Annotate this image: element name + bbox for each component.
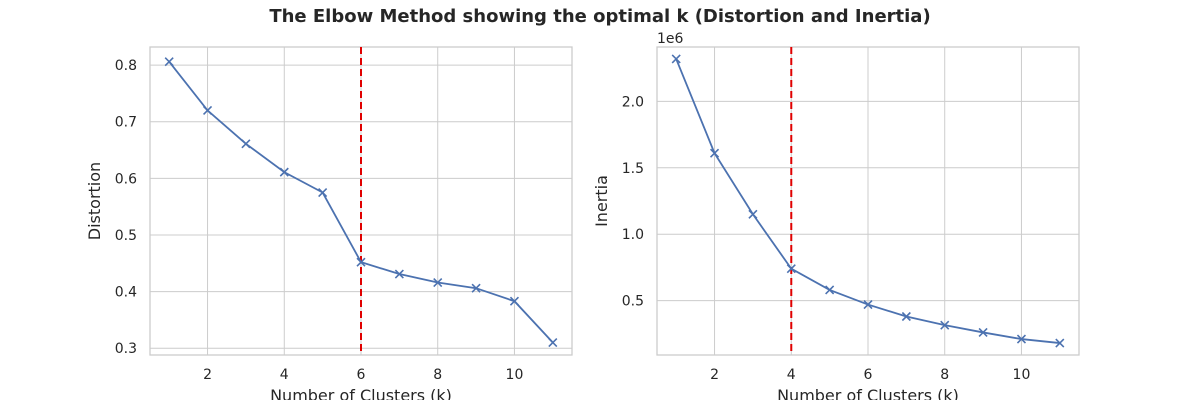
inertia-offset-label: 1e6 (657, 31, 684, 47)
distortion-data-point (241, 139, 251, 149)
distortion-data-point (394, 269, 404, 279)
distortion-x-tick-label: 2 (203, 367, 212, 383)
inertia-data-point (709, 148, 720, 158)
inertia-data-point (978, 327, 988, 337)
distortion-chart: 2 4 6 8 10 0.3 0.4 0.5 0.6 0.7 0.8 Number of Cluste… (85, 46, 573, 400)
distortion-data-point (318, 187, 328, 198)
inertia-data-point (1016, 334, 1027, 344)
distortion-data-point (356, 257, 366, 267)
inertia-y-axis-label: Inertia (592, 175, 611, 227)
distortion-y-tick-label: 0.6 (115, 171, 137, 187)
inertia-data-point (748, 209, 758, 219)
inertia-y-tick-label: 2.0 (622, 94, 644, 110)
distortion-y-tick-label: 0.8 (115, 58, 137, 74)
distortion-y-tick-label: 0.7 (115, 115, 137, 131)
inertia-data-point (825, 285, 835, 295)
distortion-y-tick-label: 0.3 (115, 341, 137, 357)
distortion-y-tick-label: 0.5 (115, 228, 137, 244)
inertia-x-tick-label: 4 (787, 367, 796, 383)
distortion-data-point (548, 337, 558, 348)
charts-group: 2 4 6 8 10 0.3 0.4 0.5 0.6 0.7 0.8 Number of Cluste… (85, 31, 1080, 400)
inertia-x-axis-label: Number of Clusters (k) (777, 386, 959, 400)
inertia-x-tick-label: 10 (1013, 367, 1031, 383)
inertia-x-tick-label: 6 (864, 367, 873, 383)
distortion-x-tick-label: 4 (280, 367, 289, 383)
distortion-data-point (279, 167, 289, 177)
inertia-chart: 2 4 6 8 10 0.5 1.0 1.5 2.0 1e6 Number of Clusters … (592, 31, 1080, 400)
distortion-y-axis-label: Distortion (85, 162, 104, 240)
inertia-data-point (786, 264, 796, 274)
distortion-data-point (202, 105, 213, 115)
inertia-y-tick-label: 0.5 (622, 294, 644, 310)
inertia-y-tick-label: 1.0 (622, 227, 644, 243)
distortion-data-point (509, 296, 520, 306)
distortion-data-point (164, 57, 174, 67)
distortion-data-point (471, 283, 481, 293)
inertia-x-tick-label: 8 (940, 367, 949, 383)
distortion-x-tick-label: 10 (506, 367, 524, 383)
distortion-y-tick-label: 0.4 (115, 285, 137, 301)
inertia-data-point (671, 54, 681, 64)
distortion-data-point (433, 277, 443, 288)
inertia-x-tick-label: 2 (710, 367, 719, 383)
inertia-data-point (940, 320, 950, 330)
distortion-x-tick-label: 8 (433, 367, 442, 383)
figure-title: The Elbow Method showing the optimal k (… (269, 6, 930, 27)
inertia-y-tick-label: 1.5 (622, 161, 644, 177)
distortion-x-tick-label: 6 (357, 367, 366, 383)
distortion-x-axis-label: Number of Clusters (k) (270, 386, 452, 400)
inertia-data-point (901, 311, 911, 322)
inertia-data-point (1055, 338, 1065, 348)
inertia-data-point (863, 299, 873, 310)
inertia-plot-frame (656, 46, 1080, 356)
